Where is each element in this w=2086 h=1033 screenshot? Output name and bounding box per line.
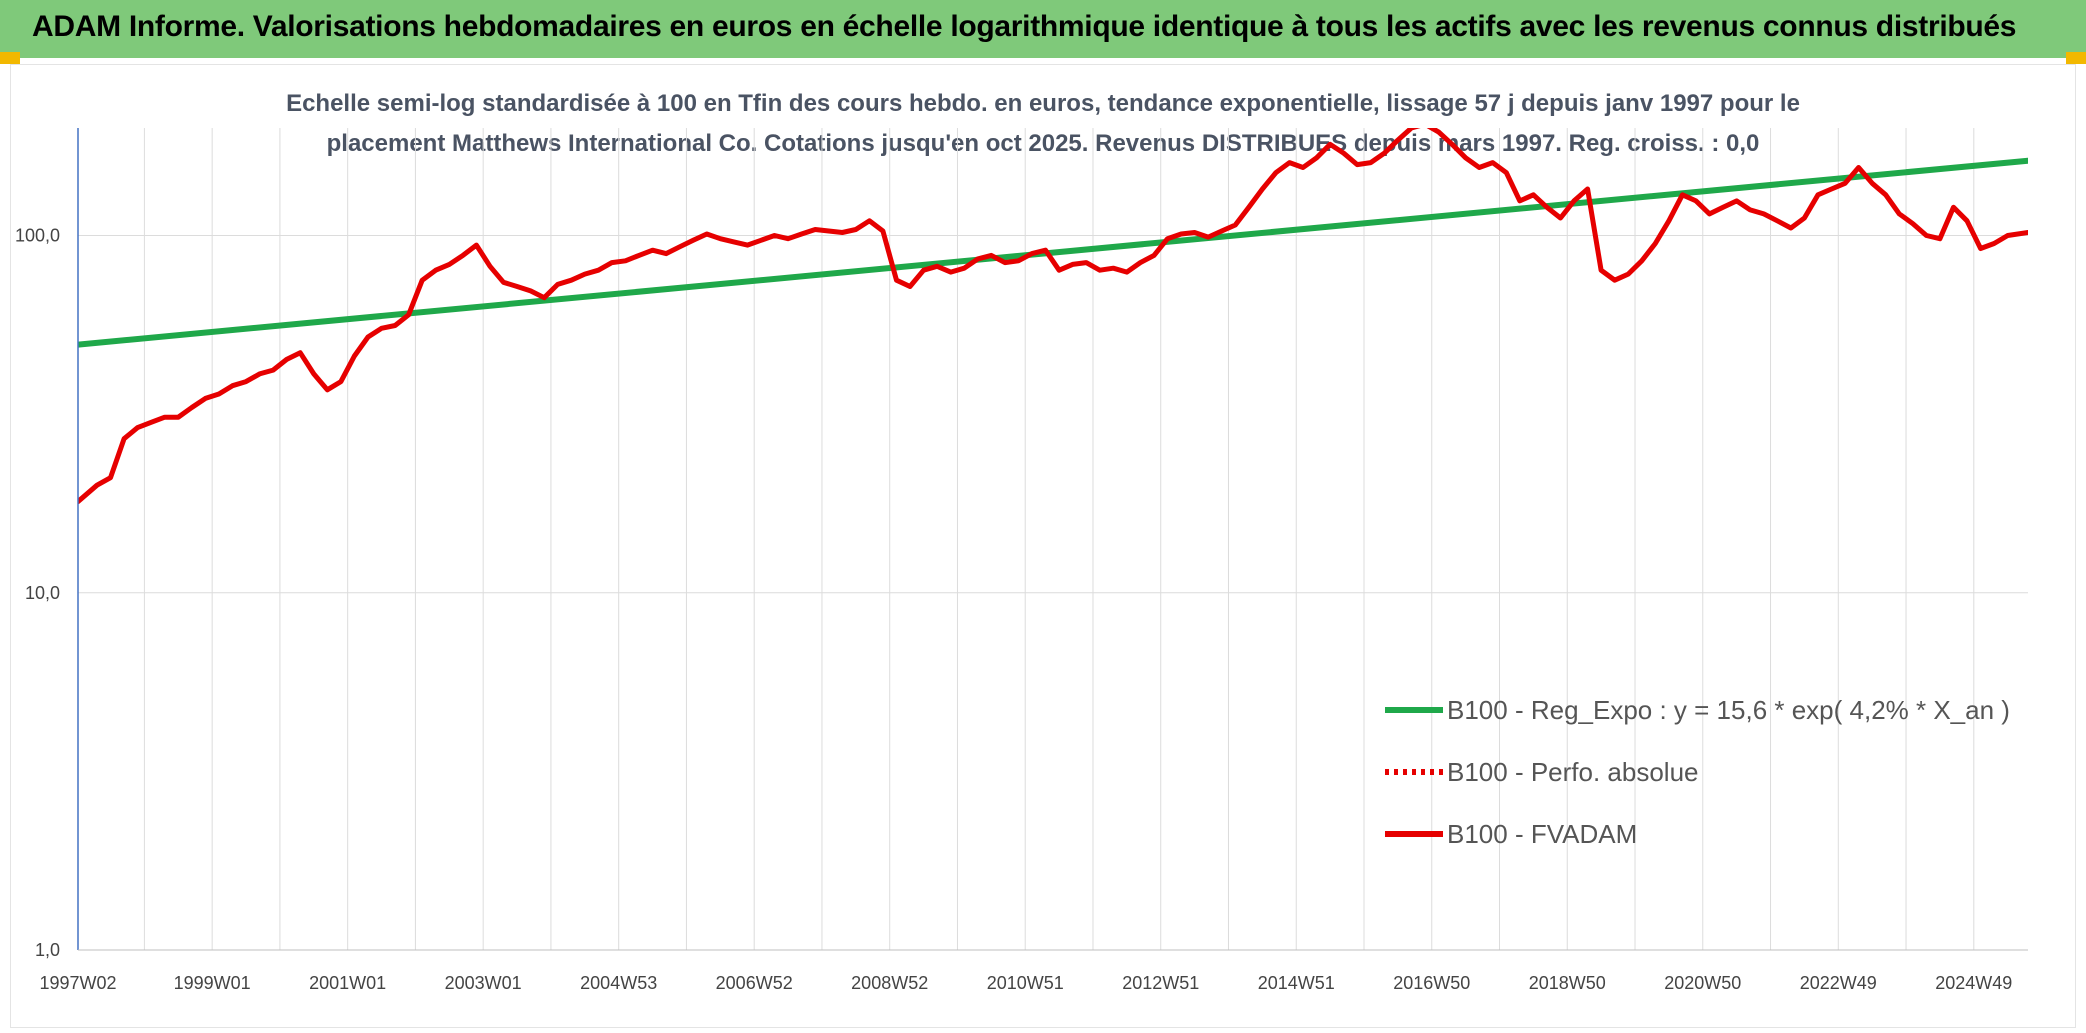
x-tick-label: 2014W51	[1258, 973, 1335, 993]
x-tick-label: 2004W53	[580, 973, 657, 993]
x-tick-label: 2016W50	[1393, 973, 1470, 993]
grid-lines	[78, 128, 2028, 951]
x-tick-label: 1999W01	[174, 973, 251, 993]
legend: B100 - Reg_Expo : y = 15,6 * exp( 4,2% *…	[1385, 695, 2010, 849]
series-line-0	[78, 157, 2028, 348]
legend-label-0: B100 - Reg_Expo : y = 15,6 * exp( 4,2% *…	[1447, 695, 2010, 725]
legend-label-1: B100 - Perfo. absolue	[1447, 757, 1699, 787]
y-tick-label: 10,0	[25, 583, 60, 603]
x-tick-label: 2020W50	[1664, 973, 1741, 993]
header-banner: ADAM Informe. Valorisations hebdomadaire…	[0, 0, 2086, 58]
series-lines	[78, 128, 2028, 505]
x-tick-label: 2001W01	[309, 973, 386, 993]
chart-frame	[10, 64, 2076, 1028]
x-tick-label: 1997W02	[39, 973, 116, 993]
x-tick-label: 2010W51	[987, 973, 1064, 993]
corner-marker-right	[2066, 52, 2086, 64]
chart-title-line-2: placement Matthews International Co. Cot…	[326, 130, 1760, 157]
x-tick-label: 2024W49	[1935, 973, 2012, 993]
x-tick-label: 2003W01	[445, 973, 522, 993]
x-tick-label: 2006W52	[716, 973, 793, 993]
x-tick-label: 2012W51	[1122, 973, 1199, 993]
corner-marker-left	[0, 52, 20, 64]
page-title: ADAM Informe. Valorisations hebdomadaire…	[32, 10, 2017, 43]
x-tick-label: 2018W50	[1529, 973, 1606, 993]
tick-labels: 1,0 10,0 100,0 1997W02 1999W01 2001W01 2003W01…	[15, 226, 2012, 993]
series-line-2	[78, 128, 2028, 505]
x-tick-label: 2022W49	[1800, 973, 1877, 993]
axes	[77, 128, 2028, 951]
x-tick-label: 2008W52	[851, 973, 928, 993]
chart-title: Echelle semi-log standardisée à 100 en T…	[0, 84, 2086, 164]
y-tick-label: 1,0	[35, 940, 60, 960]
chart-title-line-1: Echelle semi-log standardisée à 100 en T…	[286, 90, 1800, 117]
y-tick-label: 100,0	[15, 226, 60, 246]
legend-label-2: B100 - FVADAM	[1447, 819, 1637, 849]
